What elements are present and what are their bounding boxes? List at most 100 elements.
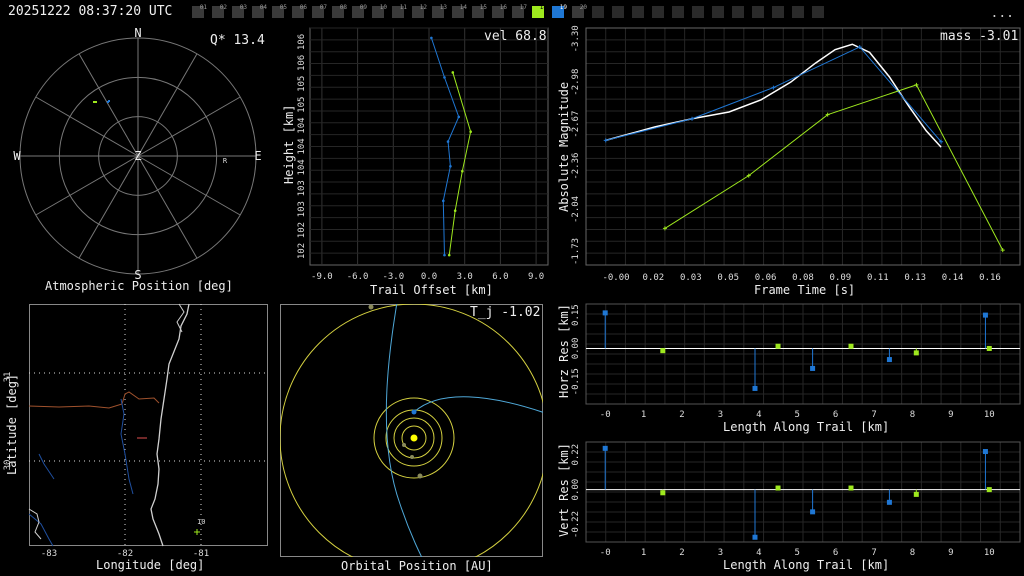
hres-xtick: 5 xyxy=(795,410,800,420)
ground-map: 31 30 -83 -82 -81 10 xyxy=(3,303,268,559)
vres-point-blue xyxy=(886,499,892,505)
station-label: 10 xyxy=(197,518,205,526)
mag-ytick: -1.73 xyxy=(571,238,581,265)
mag-xtick: 0.06 xyxy=(755,273,777,283)
frame-empty-25[interactable] xyxy=(692,6,704,18)
frame-01[interactable]: 01 xyxy=(192,5,207,18)
frame-empty-26[interactable] xyxy=(712,6,724,18)
vres-xtick: 3 xyxy=(718,548,723,558)
trail-xtick: 9.0 xyxy=(528,272,544,282)
trail-ytick: 102 xyxy=(297,243,307,259)
frame-03[interactable]: 03 xyxy=(232,5,247,18)
frame-20[interactable]: 20 xyxy=(572,5,587,18)
zenith-label: Z xyxy=(134,149,141,163)
lat-tick-30: 30 xyxy=(3,460,13,471)
frame-13[interactable]: 13 xyxy=(432,5,447,18)
frame-empty-22[interactable] xyxy=(632,6,644,18)
frame-empty-21[interactable] xyxy=(612,6,624,18)
frame-19[interactable]: 19 xyxy=(552,5,567,18)
vres-ytick: 0.22 xyxy=(571,444,581,466)
frame-empty-27[interactable] xyxy=(732,6,744,18)
hres-xtick: 2 xyxy=(679,410,684,420)
frame-14[interactable]: 14 xyxy=(452,5,467,18)
vres-xtick: 9 xyxy=(948,548,953,558)
hres-xtick: -0 xyxy=(600,410,611,420)
vres-point-blue xyxy=(810,509,816,515)
lat-tick-31: 31 xyxy=(3,372,13,383)
hres-xtick: 9 xyxy=(948,410,953,420)
vres-xtick: -0 xyxy=(600,548,611,558)
trail-point-green xyxy=(453,209,457,212)
frame-empty-30[interactable] xyxy=(792,6,804,18)
mag-ytick: -2.04 xyxy=(571,196,581,223)
vres-xtick: 5 xyxy=(795,548,800,558)
trail-xtick: -9.0 xyxy=(311,272,333,282)
mag-xlabel: Frame Time [s] xyxy=(754,283,856,297)
hres-xlabel: Length Along Trail [km] xyxy=(723,420,890,434)
mag-ylabel: Absolute Magnitude xyxy=(557,81,571,212)
hres-ytick: 0.15 xyxy=(571,304,581,326)
radiant-label: R xyxy=(223,157,228,165)
trail-ytick: 102 xyxy=(297,222,307,238)
west-label: W xyxy=(13,149,21,163)
frame-empty-31[interactable] xyxy=(812,6,824,18)
hres-point-blue xyxy=(886,357,892,363)
frame-08[interactable]: 08 xyxy=(332,5,347,18)
frame-02[interactable]: 02 xyxy=(212,5,227,18)
frame-11[interactable]: 11 xyxy=(392,5,407,18)
mass-badge: mass -3.01 xyxy=(940,29,1019,44)
hres-point-green xyxy=(660,348,666,354)
vres-ytick: 0.00 xyxy=(571,479,581,501)
vres-point-blue xyxy=(752,534,758,540)
hres-frame xyxy=(585,303,1021,405)
orbit-xlabel: Orbital Position [AU] xyxy=(341,559,493,573)
mag-point-green xyxy=(825,112,830,117)
vres-point-green xyxy=(848,485,854,491)
frame-05[interactable]: 05 xyxy=(272,5,287,18)
mag-xtick: 0.13 xyxy=(904,273,926,283)
frame-06[interactable]: 06 xyxy=(292,5,307,18)
vres-point-blue xyxy=(982,449,988,455)
lon-tick-82: -82 xyxy=(117,549,133,559)
hres-point-green xyxy=(986,345,992,351)
frame-10[interactable]: 10 xyxy=(372,5,387,18)
frame-04[interactable]: 04 xyxy=(252,5,267,18)
more-menu-button[interactable]: ... xyxy=(990,6,1014,21)
hres-point-blue xyxy=(810,365,816,371)
trail-point-blue xyxy=(457,115,461,119)
frame-15[interactable]: 15 xyxy=(472,5,487,18)
vres-xtick: 6 xyxy=(833,548,838,558)
trail-ytick: 103 xyxy=(297,180,307,196)
frame-07[interactable]: 07 xyxy=(312,5,327,18)
frame-empty-29[interactable] xyxy=(772,6,784,18)
mag-xtick: 0.02 xyxy=(643,273,665,283)
mag-ytick: -2.67 xyxy=(571,111,581,138)
frame-empty-23[interactable] xyxy=(652,6,664,18)
hres-point-green xyxy=(848,343,854,349)
hres-xtick: 3 xyxy=(718,410,723,420)
frame-empty-28[interactable] xyxy=(752,6,764,18)
frame-17[interactable]: 17 xyxy=(512,5,527,18)
trail-xtick: -3.0 xyxy=(382,272,404,282)
frame-empty-24[interactable] xyxy=(672,6,684,18)
vres-xtick: 4 xyxy=(756,548,761,558)
vres-xtick: 7 xyxy=(871,548,876,558)
frame-09[interactable]: 09 xyxy=(352,5,367,18)
trail-xtick: -6.0 xyxy=(347,272,369,282)
vres-frame xyxy=(585,441,1021,543)
polar-spoke xyxy=(35,155,139,216)
hres-point-green xyxy=(913,350,919,356)
mag-xtick: 0.16 xyxy=(979,273,1001,283)
lon-tick-81: -81 xyxy=(193,549,209,559)
hres-point-blue xyxy=(602,310,608,316)
trail-point-green xyxy=(451,71,455,74)
trail-point-green xyxy=(461,169,464,173)
hres-xtick: 8 xyxy=(910,410,915,420)
frame-18[interactable]: 18 xyxy=(532,5,547,18)
hres-ytick: -0.15 xyxy=(571,368,581,395)
frame-empty-20[interactable] xyxy=(592,6,604,18)
polar-spoke xyxy=(137,53,198,157)
frame-12[interactable]: 12 xyxy=(412,5,427,18)
frame-16[interactable]: 16 xyxy=(492,5,507,18)
vres-xtick: 10 xyxy=(984,548,995,558)
